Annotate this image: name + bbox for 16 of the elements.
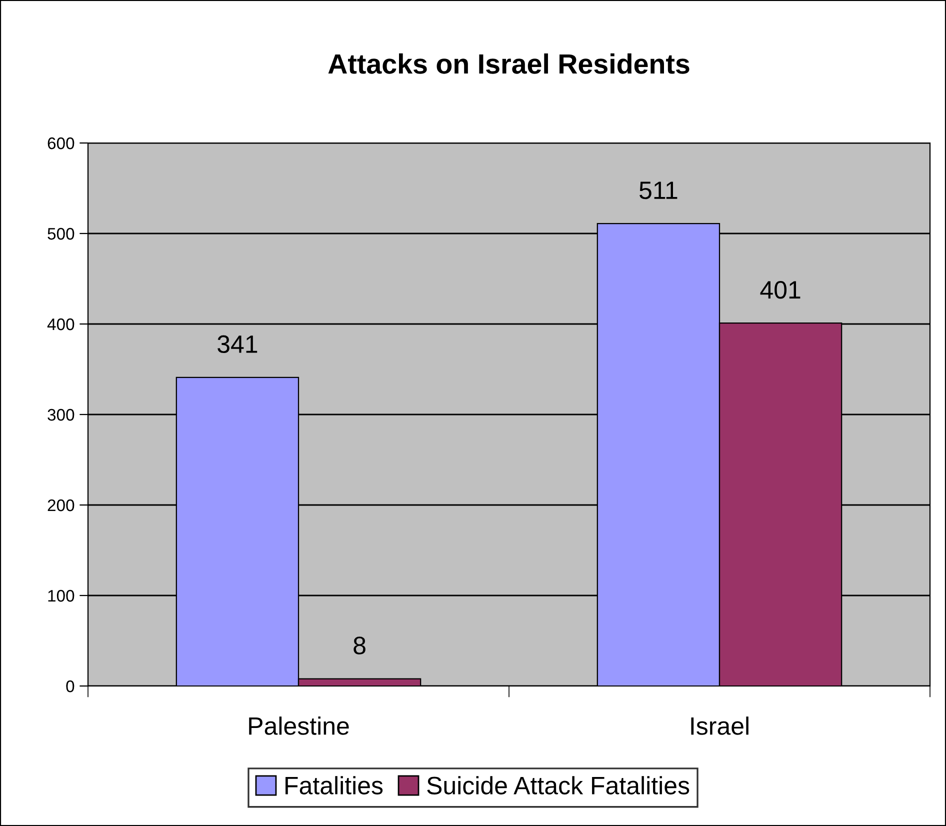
- chart-title: Attacks on Israel Residents: [328, 53, 690, 74]
- legend-label: Fatalities: [286, 776, 383, 794]
- y-tick-label: 500: [48, 228, 74, 240]
- x-tick-label: Palestine: [249, 716, 349, 735]
- y-tick-label: 600: [48, 137, 74, 150]
- y-tick-label: 0: [66, 680, 74, 692]
- x-tick-label: Israel: [691, 716, 748, 735]
- data-label: 511: [640, 182, 678, 200]
- y-tick-label: 300: [48, 408, 74, 421]
- data-label: 341: [218, 335, 258, 354]
- y-tick-label: 200: [48, 499, 74, 512]
- legend-label: Suicide Attack Fatalities: [427, 776, 690, 794]
- y-tick-label: 100: [48, 590, 74, 602]
- data-label: 401: [760, 281, 800, 299]
- y-tick-label: 400: [47, 318, 74, 330]
- data-label: 8: [354, 636, 366, 654]
